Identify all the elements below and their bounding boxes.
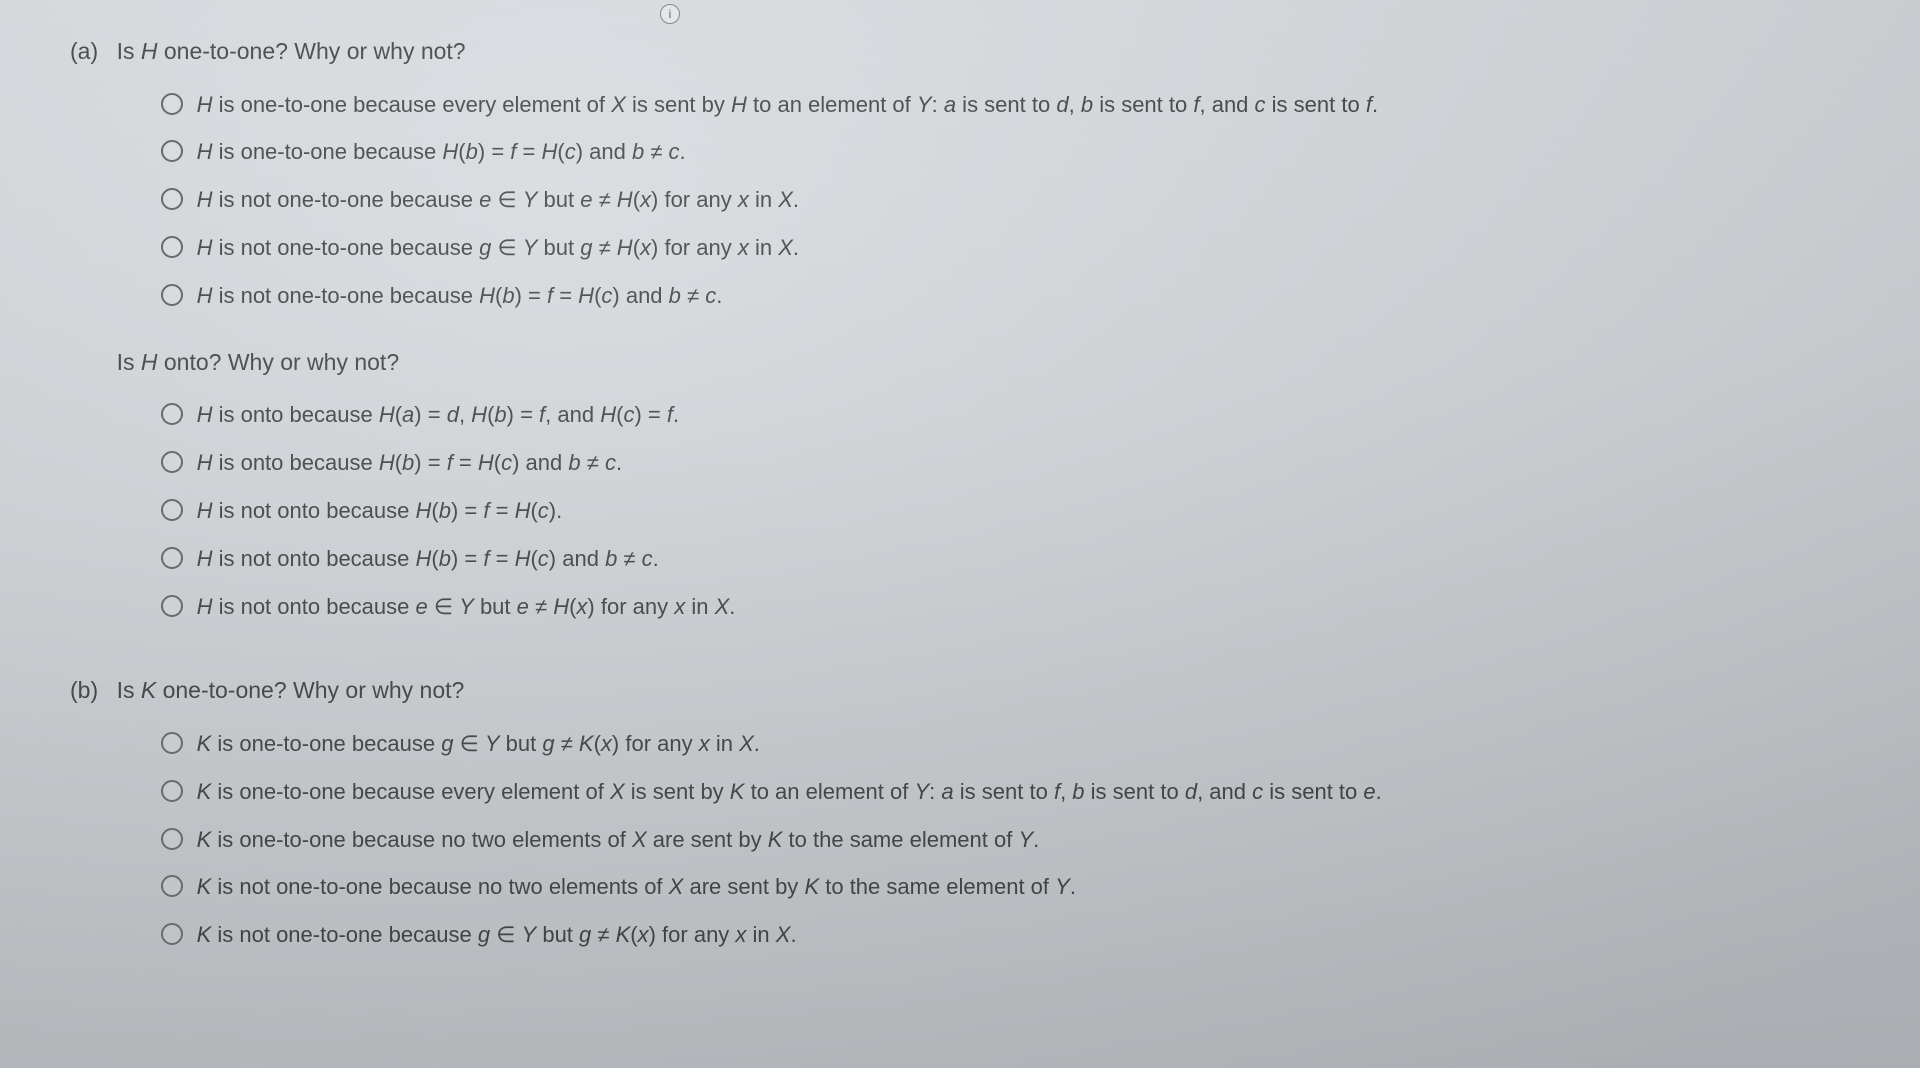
part-b-q1-text: Is K one-to-one? Why or why not? bbox=[117, 669, 1382, 713]
radio-option[interactable]: H is not one-to-one because g ∈ Y but g … bbox=[161, 227, 1378, 269]
radio-option[interactable]: K is one-to-one because every element of… bbox=[161, 771, 1382, 813]
option-text: H is not onto because H(b) = f = H(c). bbox=[197, 490, 1378, 532]
radio-option[interactable]: H is one-to-one because H(b) = f = H(c) … bbox=[161, 131, 1378, 173]
q-prefix: Is bbox=[117, 677, 141, 703]
q-suffix: one-to-one? Why or why not? bbox=[157, 38, 465, 64]
radio-icon[interactable] bbox=[161, 828, 183, 850]
radio-icon[interactable] bbox=[161, 923, 183, 945]
option-text: H is onto because H(b) = f = H(c) and b … bbox=[197, 442, 1378, 484]
part-a-q2-text: Is H onto? Why or why not? bbox=[117, 341, 1378, 385]
q-suffix: one-to-one? Why or why not? bbox=[156, 677, 464, 703]
option-text: H is not one-to-one because e ∈ Y but e … bbox=[197, 179, 1378, 221]
option-text: H is not one-to-one because g ∈ Y but g … bbox=[197, 227, 1378, 269]
radio-icon[interactable] bbox=[161, 595, 183, 617]
part-a-q1-options: H is one-to-one because every element of… bbox=[117, 84, 1378, 317]
q-suffix: onto? Why or why not? bbox=[157, 349, 399, 375]
radio-option[interactable]: H is not onto because e ∈ Y but e ≠ H(x)… bbox=[161, 586, 1378, 628]
part-a-q2-options: H is onto because H(a) = d, H(b) = f, an… bbox=[117, 394, 1378, 627]
radio-icon[interactable] bbox=[161, 875, 183, 897]
q-var: H bbox=[141, 38, 158, 64]
part-a-label: (a) bbox=[70, 30, 98, 74]
radio-option[interactable]: H is not onto because H(b) = f = H(c). bbox=[161, 490, 1378, 532]
radio-option[interactable]: K is not one-to-one because no two eleme… bbox=[161, 866, 1382, 908]
radio-option[interactable]: H is onto because H(b) = f = H(c) and b … bbox=[161, 442, 1378, 484]
option-text: K is not one-to-one because no two eleme… bbox=[197, 866, 1382, 908]
radio-icon[interactable] bbox=[161, 140, 183, 162]
option-text: H is onto because H(a) = d, H(b) = f, an… bbox=[197, 394, 1378, 436]
radio-icon[interactable] bbox=[161, 547, 183, 569]
radio-option[interactable]: K is not one-to-one because g ∈ Y but g … bbox=[161, 914, 1382, 956]
q-prefix: Is bbox=[117, 38, 141, 64]
radio-option[interactable]: H is one-to-one because every element of… bbox=[161, 84, 1378, 126]
q-var: K bbox=[141, 677, 156, 703]
radio-icon[interactable] bbox=[161, 499, 183, 521]
radio-icon[interactable] bbox=[161, 284, 183, 306]
option-text: H is not onto because H(b) = f = H(c) an… bbox=[197, 538, 1378, 580]
radio-option[interactable]: H is onto because H(a) = d, H(b) = f, an… bbox=[161, 394, 1378, 436]
radio-icon[interactable] bbox=[161, 188, 183, 210]
info-icon[interactable]: i bbox=[660, 4, 680, 24]
q-prefix: Is bbox=[117, 349, 141, 375]
option-text: H is not onto because e ∈ Y but e ≠ H(x)… bbox=[197, 586, 1378, 628]
option-text: K is one-to-one because no two elements … bbox=[197, 819, 1382, 861]
part-b: (b) Is K one-to-one? Why or why not? K i… bbox=[70, 669, 1860, 962]
quiz-content: (a) Is H one-to-one? Why or why not? H i… bbox=[0, 0, 1920, 1028]
radio-option[interactable]: K is one-to-one because g ∈ Y but g ≠ K(… bbox=[161, 723, 1382, 765]
option-text: H is one-to-one because H(b) = f = H(c) … bbox=[197, 131, 1378, 173]
part-b-label: (b) bbox=[70, 669, 98, 713]
q-var: H bbox=[141, 349, 158, 375]
option-text: K is not one-to-one because g ∈ Y but g … bbox=[197, 914, 1382, 956]
option-text: K is one-to-one because every element of… bbox=[197, 771, 1382, 813]
option-text: K is one-to-one because g ∈ Y but g ≠ K(… bbox=[197, 723, 1382, 765]
radio-icon[interactable] bbox=[161, 732, 183, 754]
part-a: (a) Is H one-to-one? Why or why not? H i… bbox=[70, 30, 1860, 633]
radio-option[interactable]: H is not one-to-one because H(b) = f = H… bbox=[161, 275, 1378, 317]
radio-option[interactable]: K is one-to-one because no two elements … bbox=[161, 819, 1382, 861]
radio-option[interactable]: H is not one-to-one because e ∈ Y but e … bbox=[161, 179, 1378, 221]
radio-option[interactable]: H is not onto because H(b) = f = H(c) an… bbox=[161, 538, 1378, 580]
radio-icon[interactable] bbox=[161, 93, 183, 115]
radio-icon[interactable] bbox=[161, 403, 183, 425]
part-b-q1-options: K is one-to-one because g ∈ Y but g ≠ K(… bbox=[117, 723, 1382, 956]
radio-icon[interactable] bbox=[161, 780, 183, 802]
part-a-q1-text: Is H one-to-one? Why or why not? bbox=[117, 30, 1378, 74]
radio-icon[interactable] bbox=[161, 236, 183, 258]
radio-icon[interactable] bbox=[161, 451, 183, 473]
option-text: H is one-to-one because every element of… bbox=[197, 84, 1378, 126]
option-text: H is not one-to-one because H(b) = f = H… bbox=[197, 275, 1378, 317]
